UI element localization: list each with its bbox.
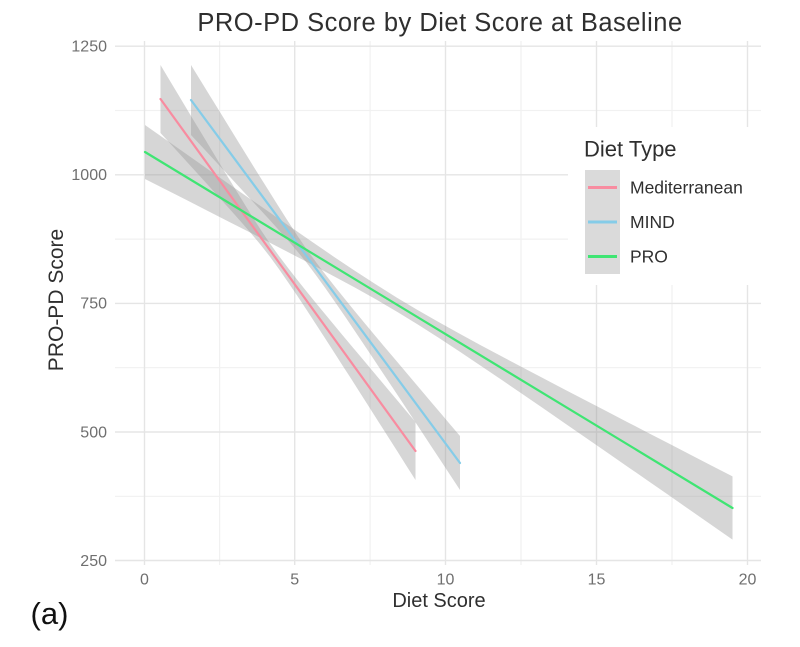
svg-text:1250: 1250 <box>71 39 107 56</box>
svg-text:500: 500 <box>80 424 107 441</box>
svg-text:MIND: MIND <box>630 212 675 232</box>
svg-text:750: 750 <box>80 296 107 313</box>
svg-text:Diet Score: Diet Score <box>392 590 485 612</box>
svg-text:20: 20 <box>739 572 757 589</box>
svg-text:1000: 1000 <box>71 167 107 184</box>
svg-text:PRO-PD Score: PRO-PD Score <box>45 229 68 371</box>
svg-text:(a): (a) <box>31 596 69 631</box>
svg-text:5: 5 <box>290 572 299 589</box>
svg-text:PRO: PRO <box>630 247 668 267</box>
svg-text:250: 250 <box>80 553 107 570</box>
svg-text:PRO-PD Score by Diet Score at: PRO-PD Score by Diet Score at Baseline <box>197 9 682 37</box>
svg-text:15: 15 <box>588 572 606 589</box>
svg-text:0: 0 <box>140 572 149 589</box>
svg-text:10: 10 <box>437 572 455 589</box>
svg-text:Mediterranean: Mediterranean <box>630 178 743 198</box>
svg-text:Diet Type: Diet Type <box>584 137 677 162</box>
